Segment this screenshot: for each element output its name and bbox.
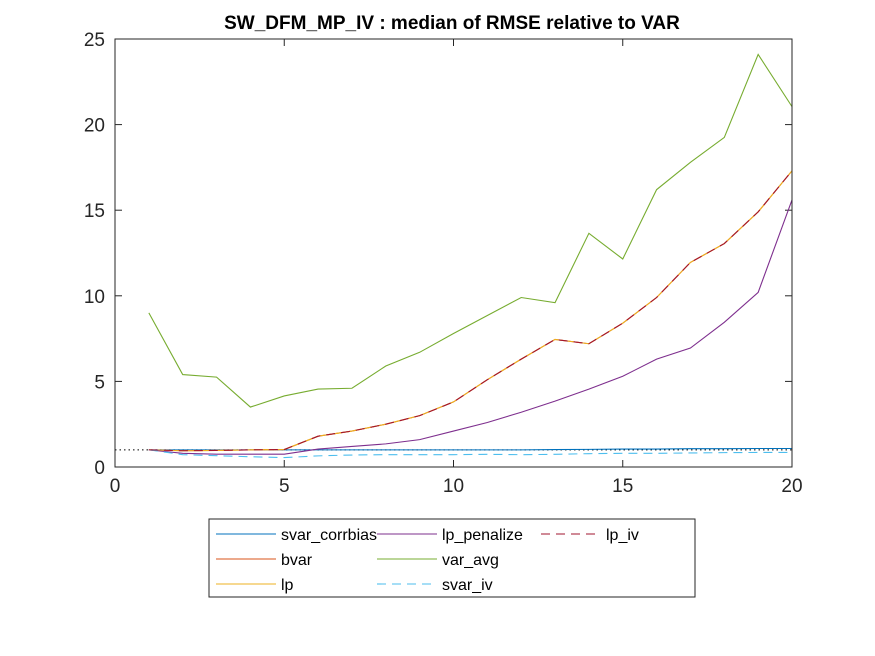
legend-label: bvar [281, 552, 313, 569]
y-tick-label: 0 [94, 458, 105, 479]
legend-item-lp-penalize: lp_penalize [377, 527, 523, 544]
legend-label: lp_iv [606, 527, 639, 544]
legend-label: svar_corrbias [281, 527, 377, 544]
y-tick-label: 15 [84, 201, 105, 222]
y-tick-label: 10 [84, 287, 105, 308]
legend-label: lp [281, 577, 294, 594]
x-tick-label: 15 [612, 476, 633, 497]
legend-label: lp_penalize [442, 527, 523, 544]
plot-area: 0 5 10 15 20 0 5 10 15 20 25 [84, 30, 803, 497]
chart-title: SW_DFM_MP_IV : median of RMSE relative t… [224, 13, 680, 34]
legend-label: var_avg [442, 552, 499, 569]
legend-box [208, 518, 696, 598]
legend-label: svar_iv [442, 577, 493, 594]
legend-item-lp-iv: lp_iv [541, 527, 639, 544]
series-line-lp-iv [148, 170, 793, 452]
series-line-svar-iv [148, 449, 792, 459]
plot-background [115, 39, 792, 467]
x-tick-label: 10 [443, 476, 464, 497]
legend-item-svar-corrbias: svar_corrbias [216, 527, 377, 544]
axes-frame [114, 38, 793, 468]
x-tick-label: 5 [279, 476, 290, 497]
y-tick-label: 20 [84, 116, 105, 137]
legend-item-svar-iv: svar_iv [377, 577, 493, 594]
x-tick-label: 0 [110, 476, 121, 497]
legend-item-bvar: bvar [216, 552, 313, 569]
series-line-var-avg [148, 53, 793, 408]
legend-item-var-avg: var_avg [377, 552, 499, 569]
series-line-lp-penalize [148, 199, 793, 455]
x-tick-label: 20 [781, 476, 802, 497]
y-tick-label: 25 [84, 30, 105, 51]
legend-item-lp: lp [216, 577, 294, 594]
y-tick-label: 5 [94, 372, 105, 393]
